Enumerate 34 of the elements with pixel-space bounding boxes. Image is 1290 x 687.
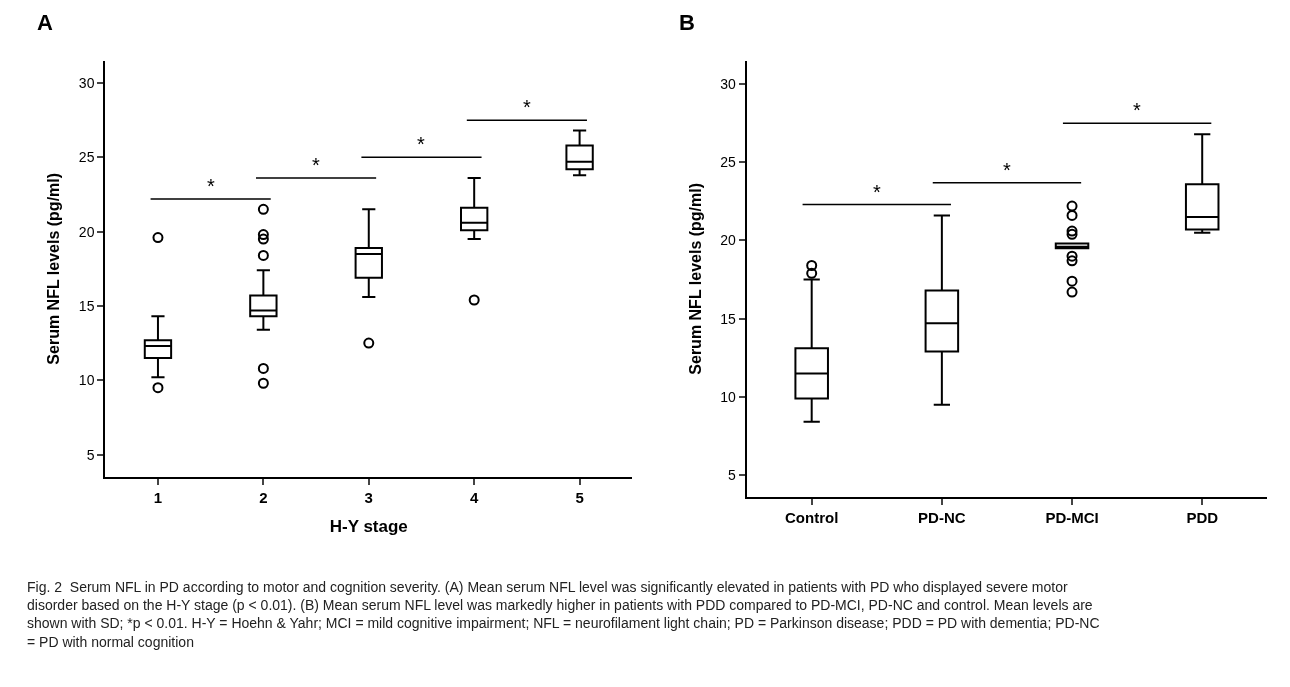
x-tick-label: 1 [153, 488, 163, 506]
y-tick-label: 20 [78, 223, 95, 240]
x-tick-label: 5 [575, 488, 584, 506]
y-tick-label: 5 [728, 466, 736, 483]
annotation: * [873, 181, 881, 203]
y-tick-label: 30 [78, 74, 95, 91]
y-tick-label: 5 [86, 446, 95, 463]
x-tick-label: 3 [364, 488, 373, 506]
x-tick-label: PDD [1186, 508, 1219, 526]
x-tick-label: PD-MCI [1045, 508, 1099, 526]
chart-title: B [679, 10, 695, 35]
y-tick-label: 30 [720, 76, 737, 93]
chart-title: A [37, 10, 53, 35]
caption: Fig. 2 Serum NFL in PD according to motor and cognition severity. (A) Mean serum NFL level was significantly elevated in patients with PD who displayed severe motor disorder based on the H-Y stage (p < 0.01). (B) Mean serum NFL level was markedly higher in patients with PDD compared to PD-MCI, PD-NC and control. Mean levels are shown with SD; *p < 0.01. H-Y = Hoehn & Yahr; MCI = mild cognitive impairment; NFL = neurofilament light chain; PD = Parkinson disease; PDD = PD with dementia; PD-NC = PD with normal cognition [27, 579, 1100, 650]
x-tick-label: 2 [259, 488, 268, 506]
y-tick-label: 10 [720, 388, 737, 405]
annotation: * [207, 175, 215, 197]
y-tick-label: 15 [720, 310, 737, 327]
y-tick-label: 15 [78, 297, 95, 314]
y-tick-label: 25 [78, 149, 95, 166]
y-tick-label: 10 [78, 372, 95, 389]
annotation: * [1133, 99, 1141, 121]
x-tick-label: Control [785, 508, 839, 526]
annotation: * [523, 96, 531, 118]
y-tick-label: 20 [720, 232, 737, 249]
y-tick-label: 25 [720, 154, 737, 171]
y-axis-title: Serum NFL levels (pg/ml) [686, 182, 704, 375]
y-axis-title: Serum NFL levels (pg/ml) [45, 172, 63, 365]
annotation: * [312, 154, 320, 176]
x-axis-title: H-Y stage [329, 516, 408, 536]
annotation: * [417, 133, 425, 155]
x-tick-label: 4 [470, 488, 480, 506]
x-tick-label: PD-NC [918, 508, 966, 526]
annotation: * [1003, 159, 1011, 181]
